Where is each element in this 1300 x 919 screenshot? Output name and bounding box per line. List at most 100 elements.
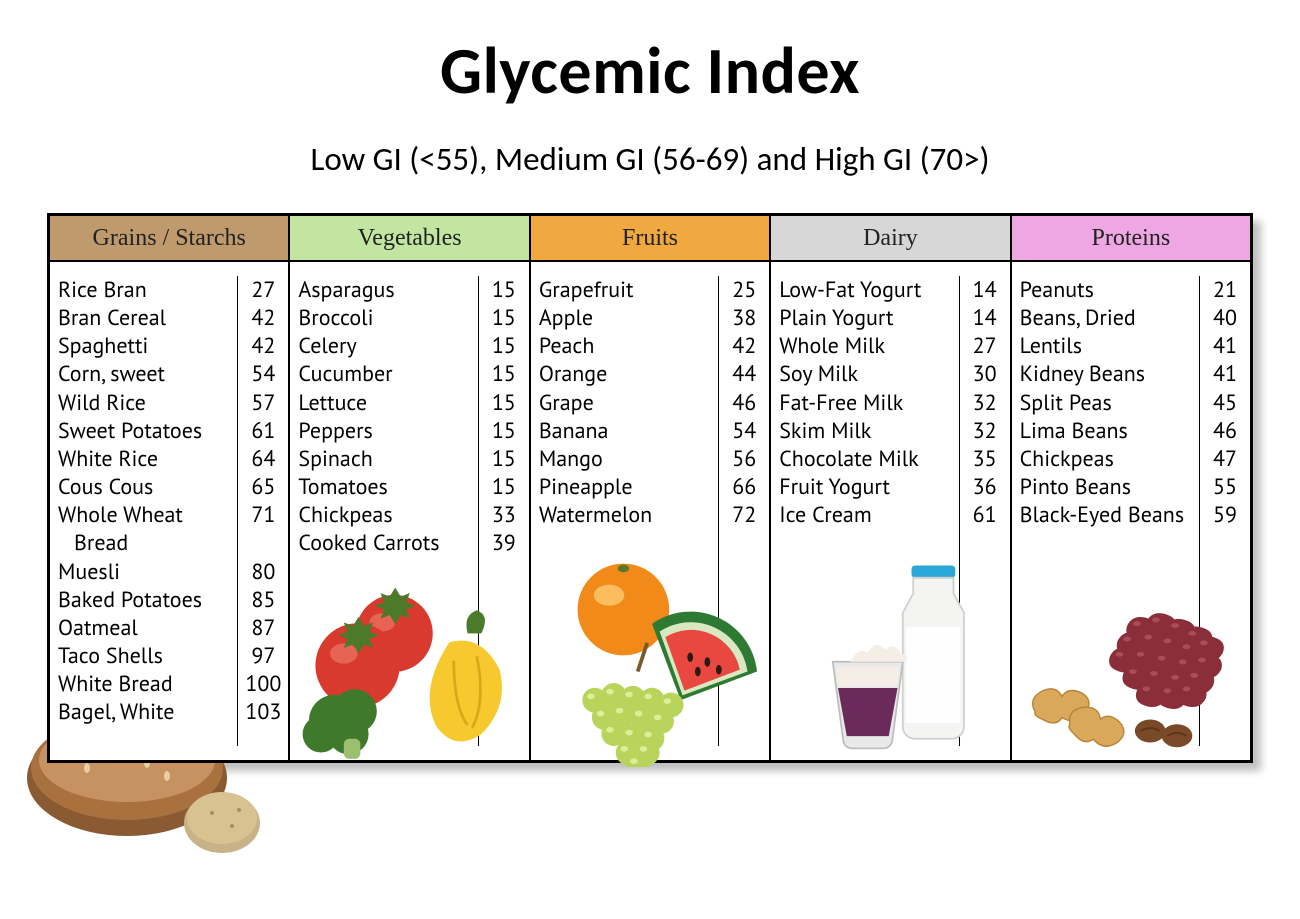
item-name: Spinach	[298, 445, 477, 473]
item-gi: 35	[960, 445, 1010, 473]
item-name: Mango	[539, 445, 718, 473]
item-gi-blank	[238, 529, 288, 557]
item-gi: 15	[479, 473, 529, 501]
item-name: Cooked Carrots	[298, 529, 477, 557]
item-name: Pinto Beans	[1020, 473, 1199, 501]
item-name: Peach	[539, 332, 718, 360]
item-gi: 85	[238, 586, 288, 614]
item-gi: 80	[238, 558, 288, 586]
values-grains: 274242545761646571 80858797100103	[237, 276, 288, 746]
item-gi: 61	[960, 501, 1010, 529]
item-name: Soy Milk	[779, 360, 958, 388]
page: Glycemic Index Low GI (<55), Medium GI (…	[0, 0, 1300, 919]
item-gi: 30	[960, 360, 1010, 388]
item-name: Lima Beans	[1020, 417, 1199, 445]
item-gi: 59	[1200, 501, 1250, 529]
item-name: Baked Potatoes	[58, 586, 237, 614]
item-name: Tomatoes	[298, 473, 477, 501]
item-gi: 44	[719, 360, 769, 388]
item-gi: 66	[719, 473, 769, 501]
item-gi: 33	[479, 501, 529, 529]
column-body-vegetables: AsparagusBroccoliCeleryCucumberLettucePe…	[290, 262, 528, 760]
item-gi: 15	[479, 332, 529, 360]
item-gi: 56	[719, 445, 769, 473]
values-vegetables: 15151515151515153339	[478, 276, 529, 746]
item-name: Cous Cous	[58, 473, 237, 501]
column-dairy: DairyLow-Fat YogurtPlain YogurtWhole Mil…	[769, 216, 1009, 760]
item-name: Orange	[539, 360, 718, 388]
item-gi: 38	[719, 304, 769, 332]
item-name: Corn, sweet	[58, 360, 237, 388]
item-name: Fruit Yogurt	[779, 473, 958, 501]
names-vegetables: AsparagusBroccoliCeleryCucumberLettucePe…	[290, 276, 477, 746]
column-header-vegetables: Vegetables	[290, 216, 528, 262]
item-gi: 72	[719, 501, 769, 529]
item-gi: 47	[1200, 445, 1250, 473]
item-gi: 25	[719, 276, 769, 304]
item-gi: 103	[238, 698, 288, 726]
item-gi: 21	[1200, 276, 1250, 304]
page-title: Glycemic Index	[0, 30, 1300, 111]
item-name: Plain Yogurt	[779, 304, 958, 332]
item-gi: 39	[479, 529, 529, 557]
item-gi: 15	[479, 276, 529, 304]
item-gi: 15	[479, 417, 529, 445]
column-body-dairy: Low-Fat YogurtPlain YogurtWhole MilkSoy …	[771, 262, 1009, 760]
item-gi: 46	[719, 389, 769, 417]
item-gi: 27	[238, 276, 288, 304]
item-gi: 41	[1200, 332, 1250, 360]
item-name: Split Peas	[1020, 389, 1199, 417]
item-name: Taco Shells	[58, 642, 237, 670]
item-name: Ice Cream	[779, 501, 958, 529]
item-name: Peanuts	[1020, 276, 1199, 304]
item-name: Asparagus	[298, 276, 477, 304]
item-gi: 97	[238, 642, 288, 670]
item-name: Oatmeal	[58, 614, 237, 642]
item-gi: 57	[238, 389, 288, 417]
values-dairy: 141427303232353661	[959, 276, 1010, 746]
item-gi: 27	[960, 332, 1010, 360]
column-body-grains: Rice BranBran CerealSpaghettiCorn, sweet…	[50, 262, 288, 760]
column-header-fruits: Fruits	[531, 216, 769, 262]
item-name: Rice Bran	[58, 276, 237, 304]
column-vegetables: Vegetables AsparagusBroccoliCeleryCucumbe…	[288, 216, 528, 760]
item-gi: 42	[238, 304, 288, 332]
page-subtitle: Low GI (<55), Medium GI (56-69) and High…	[0, 139, 1300, 179]
item-gi: 15	[479, 445, 529, 473]
item-gi: 87	[238, 614, 288, 642]
item-gi: 32	[960, 389, 1010, 417]
values-fruits: 253842444654566672	[718, 276, 769, 746]
item-name: White Bread	[58, 670, 237, 698]
item-gi: 42	[238, 332, 288, 360]
item-name: Chickpeas	[298, 501, 477, 529]
item-gi: 55	[1200, 473, 1250, 501]
item-gi: 15	[479, 304, 529, 332]
item-gi: 14	[960, 304, 1010, 332]
item-name: Pineapple	[539, 473, 718, 501]
values-proteins: 214041414546475559	[1199, 276, 1250, 746]
gi-table: Grains / StarchsRice BranBran CerealSpag…	[47, 213, 1253, 763]
column-header-proteins: Proteins	[1012, 216, 1250, 262]
item-gi: 32	[960, 417, 1010, 445]
item-gi: 54	[719, 417, 769, 445]
item-gi: 15	[479, 360, 529, 388]
item-gi: 45	[1200, 389, 1250, 417]
item-name: Lettuce	[298, 389, 477, 417]
column-header-dairy: Dairy	[771, 216, 1009, 262]
item-name: Apple	[539, 304, 718, 332]
table-wrap: Grains / StarchsRice BranBran CerealSpag…	[47, 213, 1253, 763]
item-name: Sweet Potatoes	[58, 417, 237, 445]
item-name: Spaghetti	[58, 332, 237, 360]
names-proteins: PeanutsBeans, DriedLentilsKidney BeansSp…	[1012, 276, 1199, 746]
item-name: Watermelon	[539, 501, 718, 529]
item-name: Muesli	[58, 558, 237, 586]
item-name: Grapefruit	[539, 276, 718, 304]
item-name: Kidney Beans	[1020, 360, 1199, 388]
item-name: Skim Milk	[779, 417, 958, 445]
item-gi: 36	[960, 473, 1010, 501]
column-body-proteins: PeanutsBeans, DriedLentilsKidney BeansSp…	[1012, 262, 1250, 760]
item-gi: 42	[719, 332, 769, 360]
item-name: Black-Eyed Beans	[1020, 501, 1199, 529]
item-name: Cucumber	[298, 360, 477, 388]
item-gi: 41	[1200, 360, 1250, 388]
